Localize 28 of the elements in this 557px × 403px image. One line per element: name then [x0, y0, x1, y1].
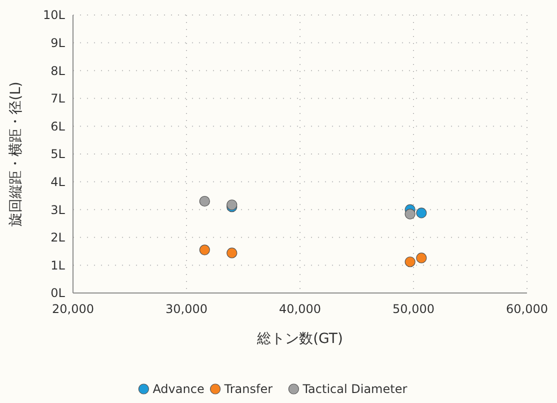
x-tick-label: 40,000	[279, 302, 321, 316]
y-tick-label: 4L	[50, 175, 66, 189]
point	[226, 248, 238, 258]
x-tick-label: 20,000	[52, 302, 94, 316]
y-tick-label: 10L	[43, 8, 66, 22]
y-tick-label: 3L	[50, 202, 66, 217]
y-tick-label: 5L	[50, 147, 66, 162]
legend-label: Transfer	[223, 382, 273, 396]
y-tick-label: 1L	[50, 258, 66, 272]
point	[199, 196, 210, 207]
x-tick-label: 30,000	[166, 302, 208, 316]
y-tick-label: 8L	[50, 64, 66, 78]
x-axis-title: 総トン数(GT)	[256, 331, 343, 347]
point	[404, 208, 416, 220]
y-tick-label: 0L	[50, 286, 66, 300]
point	[416, 252, 427, 264]
y-tick-label: 2L	[50, 230, 66, 245]
y-tick-label: 7L	[50, 92, 66, 106]
y-axis-title: 旋回縦距・横距・径(L)	[8, 82, 24, 226]
y-tick-label: 6L	[50, 119, 66, 134]
point	[416, 208, 427, 218]
legend-label: Advance	[152, 382, 204, 396]
x-tick-label: 50,000	[392, 302, 434, 316]
point	[404, 256, 416, 268]
y-tick-label: 9L	[50, 36, 66, 50]
point	[199, 244, 210, 256]
legend-label: Tactical Diameter	[302, 382, 408, 396]
x-tick-label: 60,000	[506, 302, 548, 316]
